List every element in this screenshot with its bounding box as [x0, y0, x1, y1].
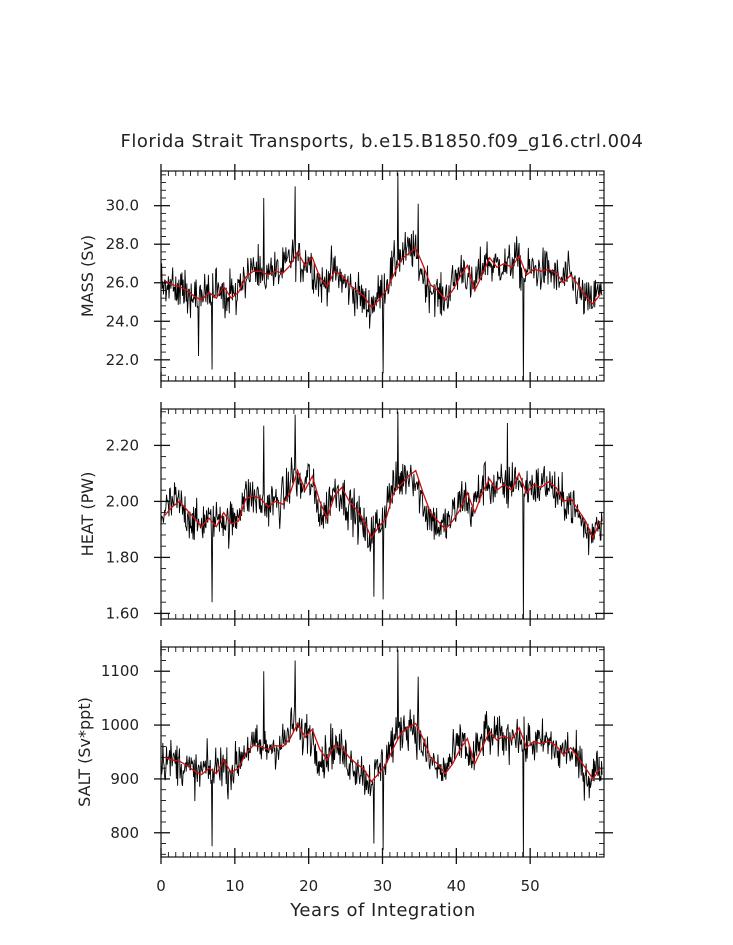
y-tick-label: 800	[110, 824, 139, 842]
y-tick-label: 1.80	[106, 548, 139, 566]
y-tick-label: 24.0	[106, 312, 139, 330]
y-tick-label: 2.00	[106, 492, 139, 510]
panel-salt: 800 900 1000 1100 SALT (Sv*ppt)	[75, 640, 613, 864]
ytick-labels-heat: 1.60 1.80 2.00 2.20	[106, 436, 139, 622]
ytick-labels-salt: 800 900 1000 1100	[101, 662, 139, 842]
y-tick-label: 900	[110, 770, 139, 788]
y-tick-label: 26.0	[106, 274, 139, 292]
y-tick-label: 1100	[101, 662, 139, 680]
y-tick-label: 1.60	[106, 604, 139, 622]
florida-strait-chart: Florida Strait Transports, b.e15.B1850.f…	[0, 0, 733, 945]
ylabel-mass: MASS (Sv)	[78, 235, 97, 317]
x-tick-label: 50	[521, 877, 540, 895]
series-mass-monthly	[161, 173, 602, 381]
chart-title: Florida Strait Transports, b.e15.B1850.f…	[121, 131, 644, 152]
ylabel-salt: SALT (Sv*ppt)	[75, 697, 94, 807]
ytick-labels-mass: 22.0 24.0 26.0 28.0 30.0	[106, 197, 139, 369]
series-salt-monthly	[161, 650, 602, 857]
x-tick-label: 40	[447, 877, 466, 895]
x-tick-label: 30	[373, 877, 392, 895]
x-tick-label: 0	[156, 877, 166, 895]
xtick-labels: 0 10 20 30 40 50	[156, 877, 539, 895]
panel-heat: 1.60 1.80 2.00 2.20 HEAT (PW)	[78, 402, 613, 626]
series-heat-monthly	[161, 412, 602, 619]
y-tick-label: 22.0	[106, 351, 139, 369]
y-tick-label: 28.0	[106, 235, 139, 253]
ylabel-heat: HEAT (PW)	[78, 472, 97, 557]
x-tick-label: 20	[299, 877, 318, 895]
x-axis-label: Years of Integration	[289, 900, 475, 921]
y-tick-label: 1000	[101, 716, 139, 734]
panel-mass: 22.0 24.0 26.0 28.0 30.0 MASS (Sv)	[78, 164, 613, 388]
y-tick-label: 2.20	[106, 436, 139, 454]
y-tick-label: 30.0	[106, 197, 139, 215]
x-tick-label: 10	[225, 877, 244, 895]
